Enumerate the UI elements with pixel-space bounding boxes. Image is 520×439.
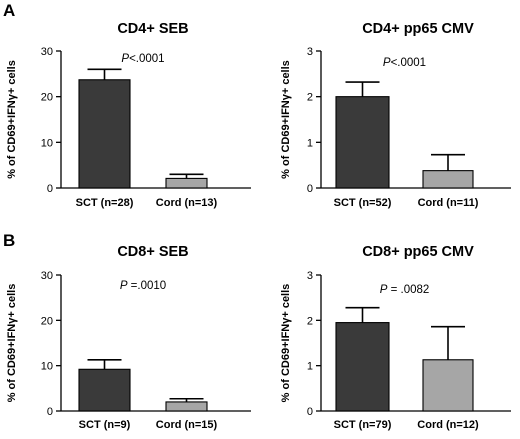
p-value-annotation: P =.0010 — [120, 280, 166, 292]
panel-letter-b: B — [3, 231, 15, 250]
y-tick-label: 3 — [307, 270, 313, 282]
panel-letter-a: A — [3, 1, 15, 20]
y-tick-label: 30 — [41, 270, 53, 282]
chart-panel-4: CD8+ pp65 CMV % of CD69+IFNγ+ cells 0 1 2 3 SC… — [280, 244, 511, 431]
bar-sct — [335, 96, 390, 189]
bar-sct — [335, 322, 390, 412]
y-tick-label: 30 — [41, 46, 53, 58]
bar-cord — [165, 401, 208, 412]
chart-panel-3: CD8+ SEB % of CD69+IFNγ+ cells 0 10 20 30 SCT … — [6, 244, 251, 431]
y-tick-label: 0 — [47, 406, 53, 418]
category-label: SCT (n=52) — [334, 197, 392, 209]
category-label: SCT (n=79) — [334, 419, 392, 431]
chart-title: CD4+ SEB — [117, 21, 188, 37]
chart-title: CD4+ pp65 CMV — [362, 21, 474, 37]
p-value-annotation: P<.0001 — [121, 53, 164, 65]
y-tick-label: 0 — [307, 406, 313, 418]
y-tick-label: 1 — [307, 361, 313, 373]
category-label: Cord (n=13) — [156, 197, 218, 209]
y-tick-label: 2 — [307, 315, 313, 327]
y-tick-label: 1 — [307, 137, 313, 149]
p-value-text: <.0001 — [391, 57, 427, 69]
chart-title: CD8+ pp65 CMV — [362, 244, 474, 260]
category-label: SCT (n=9) — [79, 419, 131, 431]
bar-sct — [78, 79, 131, 189]
chart-panel-1: CD4+ SEB % of CD69+IFNγ+ cells 0 10 20 30 SCT … — [6, 21, 251, 209]
p-value-text: <.0001 — [129, 53, 165, 65]
y-tick-label: 0 — [307, 183, 313, 195]
p-value-text: =.0010 — [127, 280, 166, 292]
y-tick-label: 3 — [307, 46, 313, 58]
y-tick-label: 10 — [41, 361, 53, 373]
y-tick-label: 2 — [307, 92, 313, 104]
p-value-annotation: P<.0001 — [383, 57, 426, 69]
bar-sct — [78, 368, 131, 412]
bar-cord — [165, 177, 208, 189]
bar-cord — [422, 359, 474, 412]
y-tick-label: 10 — [41, 137, 53, 149]
y-axis-label: % of CD69+IFNγ+ cells — [6, 60, 18, 179]
y-tick-label: 20 — [41, 92, 53, 104]
category-label: Cord (n=12) — [417, 419, 479, 431]
chart-panels: CD4+ SEB% of CD69+IFNγ+ cells0102030SCT … — [6, 21, 511, 431]
category-label: Cord (n=11) — [418, 197, 479, 209]
chart-panel-2: CD4+ pp65 CMV % of CD69+IFNγ+ cells 0 1 2 3 SC… — [280, 21, 511, 209]
p-value-symbol: P — [120, 280, 128, 292]
y-axis-label: % of CD69+IFNγ+ cells — [280, 284, 292, 403]
p-value-annotation: P = .0082 — [380, 284, 430, 296]
category-label: Cord (n=15) — [156, 419, 218, 431]
category-label: SCT (n=28) — [76, 197, 134, 209]
chart-title: CD8+ SEB — [117, 244, 188, 260]
p-value-symbol: P — [121, 53, 129, 65]
bar-cord — [422, 170, 474, 189]
p-value-symbol: P — [380, 284, 388, 296]
y-axis-label: % of CD69+IFNγ+ cells — [6, 284, 18, 403]
p-value-symbol: P — [383, 57, 391, 69]
y-axis-label: % of CD69+IFNγ+ cells — [280, 60, 292, 179]
y-tick-label: 20 — [41, 315, 53, 327]
p-value-text: = .0082 — [387, 284, 429, 296]
y-tick-label: 0 — [47, 183, 53, 195]
